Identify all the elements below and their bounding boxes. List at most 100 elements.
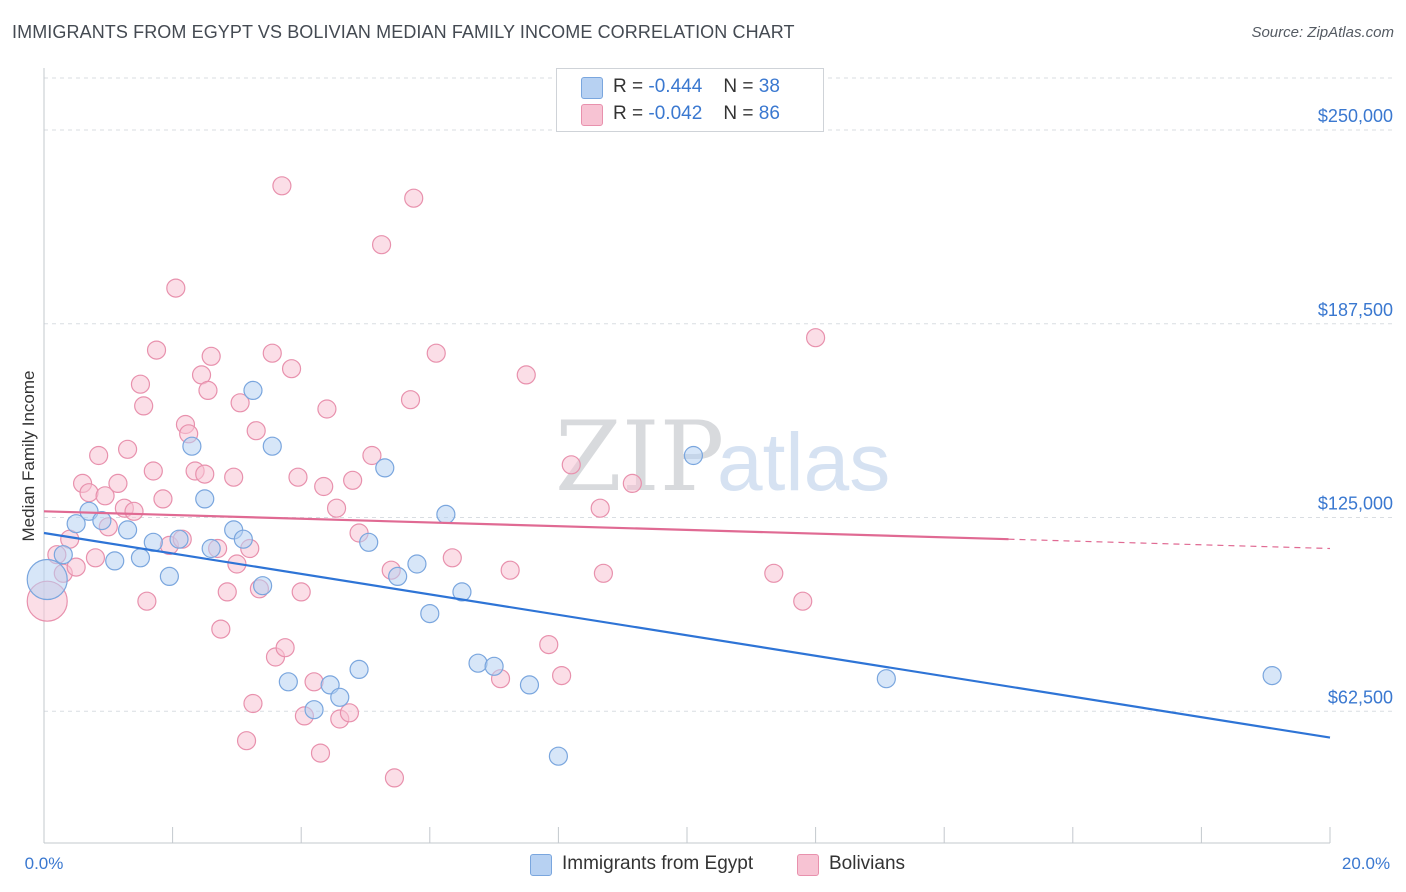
legend-n-label: N = bbox=[723, 103, 754, 124]
bolivians-point bbox=[281, 359, 302, 379]
y-tick-labels: $62,500 $125,000 $187,500 $250,000 bbox=[1318, 106, 1393, 707]
egypt-points bbox=[26, 380, 1282, 766]
egypt-point bbox=[233, 529, 253, 549]
bolivians-point bbox=[66, 557, 86, 577]
egypt-point bbox=[130, 548, 151, 568]
bolivians-point bbox=[272, 176, 292, 196]
bolivians-point bbox=[246, 421, 266, 441]
bolivians-point bbox=[339, 703, 360, 723]
bolivians-point bbox=[146, 340, 167, 360]
egypt-point bbox=[105, 551, 125, 571]
bolivians-point bbox=[362, 445, 382, 466]
bolivians-points bbox=[26, 176, 826, 788]
x-tick-label-min: 0.0% bbox=[25, 854, 64, 873]
x-tick-label-max: 20.0% bbox=[1342, 854, 1390, 873]
watermark-atlas: atlas bbox=[717, 417, 890, 508]
bolivians-point bbox=[166, 278, 186, 298]
bolivians-point bbox=[195, 464, 215, 484]
bottom-legend-swatch-bolivians bbox=[797, 854, 819, 876]
bolivians-point bbox=[153, 489, 173, 509]
egypt-point bbox=[876, 669, 896, 689]
egypt-point bbox=[359, 532, 379, 552]
bolivians-point bbox=[317, 399, 337, 419]
bolivians-point bbox=[291, 582, 311, 602]
bolivians-point bbox=[590, 498, 610, 518]
bottom-legend-swatch-egypt bbox=[530, 854, 552, 876]
egypt-point bbox=[468, 653, 488, 673]
egypt-point bbox=[278, 672, 298, 692]
y-tick-label: $250,000 bbox=[1318, 106, 1393, 126]
bolivians-point bbox=[288, 467, 308, 487]
egypt-point bbox=[53, 545, 73, 565]
bolivians-trend-line bbox=[43, 510, 1009, 541]
bolivians-point bbox=[79, 483, 99, 503]
bottom-legend-label-egypt: Immigrants from Egypt bbox=[562, 853, 754, 874]
bolivians-point bbox=[404, 188, 424, 208]
bolivians-point bbox=[217, 582, 237, 602]
bolivians-point bbox=[764, 563, 784, 583]
bolivians-point bbox=[793, 591, 813, 611]
bolivians-point bbox=[243, 693, 263, 714]
bolivians-point bbox=[304, 672, 324, 692]
egypt-point bbox=[201, 538, 221, 559]
chart-title: IMMIGRANTS FROM EGYPT VS BOLIVIAN MEDIAN… bbox=[12, 22, 795, 42]
bolivians-point bbox=[134, 396, 154, 416]
bolivians-point bbox=[805, 328, 826, 348]
egypt-point bbox=[92, 510, 112, 531]
bottom-legend-label-bolivians: Bolivians bbox=[829, 853, 906, 874]
egypt-point bbox=[484, 656, 504, 676]
bolivians-point bbox=[516, 365, 536, 385]
bolivians-point bbox=[85, 548, 106, 568]
legend-n-value-bolivians: 86 bbox=[758, 103, 780, 124]
egypt-point bbox=[243, 380, 263, 400]
bolivians-point bbox=[371, 235, 392, 255]
bolivians-point bbox=[539, 634, 559, 655]
bolivians-point bbox=[314, 476, 334, 497]
bolivians-point bbox=[622, 473, 642, 493]
legend-n-value-egypt: 38 bbox=[758, 76, 780, 97]
egypt-point bbox=[330, 687, 350, 707]
egypt-point bbox=[452, 582, 472, 602]
bolivians-point bbox=[198, 380, 218, 400]
egypt-point bbox=[26, 558, 68, 601]
legend-swatch-bolivians bbox=[581, 104, 603, 126]
bolivians-point bbox=[137, 591, 157, 611]
bolivians-point bbox=[310, 743, 331, 763]
legend-swatch-egypt bbox=[581, 77, 603, 99]
egypt-point bbox=[436, 504, 456, 525]
bolivians-point bbox=[236, 731, 257, 751]
bolivians-point bbox=[211, 619, 231, 639]
bolivians-point bbox=[500, 560, 520, 580]
trend-lines bbox=[43, 510, 1331, 739]
bolivians-point bbox=[201, 346, 221, 366]
bolivians-point bbox=[130, 374, 151, 394]
bolivians-point bbox=[400, 390, 421, 410]
x-ticks bbox=[43, 827, 1331, 843]
bolivians-point bbox=[108, 473, 128, 493]
legend-n-label: N = bbox=[723, 76, 754, 97]
stats-legend: R = -0.444 N = 38 R = -0.042 N = 86 bbox=[556, 68, 824, 132]
bolivians-point bbox=[117, 439, 138, 459]
bolivians-point bbox=[230, 393, 250, 413]
y-tick-label: $187,500 bbox=[1318, 300, 1393, 320]
egypt-point bbox=[388, 566, 408, 587]
bolivians-point bbox=[343, 470, 363, 490]
source-label: Source: ZipAtlas.com bbox=[1251, 24, 1394, 41]
legend-r-label: R = bbox=[613, 76, 644, 97]
bolivians-point bbox=[561, 455, 581, 475]
egypt-point bbox=[548, 746, 569, 766]
y-axis-label: Median Family Income bbox=[19, 370, 38, 541]
bolivians-point bbox=[95, 486, 115, 506]
bolivians-point bbox=[384, 768, 405, 788]
bolivians-point bbox=[442, 548, 462, 568]
y-tick-label: $62,500 bbox=[1328, 687, 1393, 707]
egypt-point bbox=[262, 436, 282, 456]
egypt-point bbox=[349, 659, 369, 680]
bolivians-point bbox=[262, 343, 282, 363]
bolivians-point bbox=[593, 563, 614, 583]
legend-r-value-bolivians: -0.042 bbox=[648, 103, 703, 124]
legend-r-value-egypt: -0.444 bbox=[648, 76, 703, 97]
bolivians-trend-line-extension bbox=[1008, 538, 1331, 550]
bolivians-point bbox=[89, 445, 109, 466]
